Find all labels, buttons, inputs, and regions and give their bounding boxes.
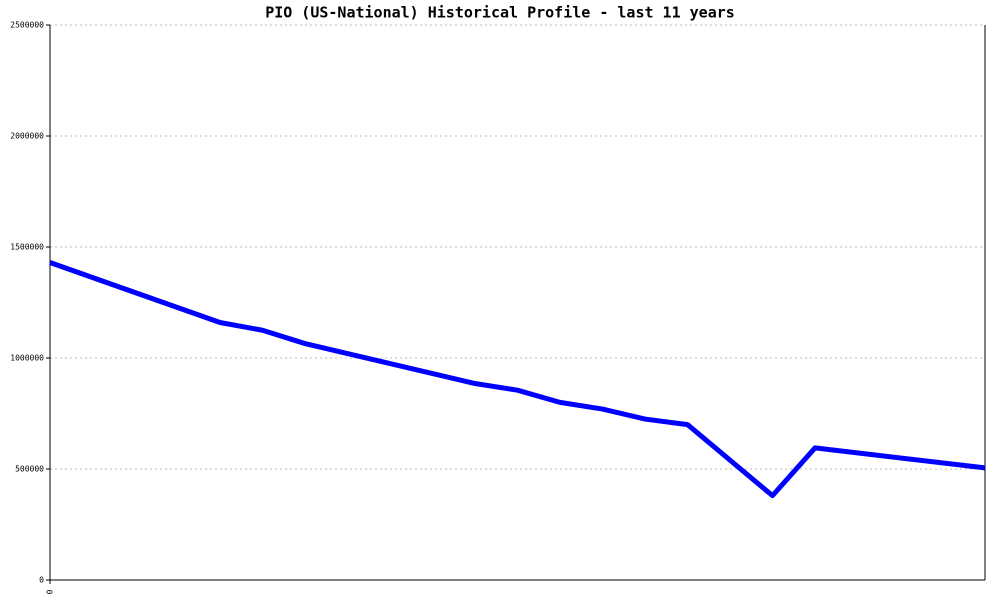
y-tick-label: 0 — [39, 576, 44, 585]
y-tick-label: 2500000 — [10, 21, 44, 30]
line-series — [49, 260, 986, 499]
chart-title: PIO (US-National) Historical Profile - l… — [265, 4, 735, 22]
y-tick-label: 2000000 — [10, 132, 44, 141]
x-tick-label: 0 — [46, 589, 55, 594]
y-tick-label: 1500000 — [10, 243, 44, 252]
y-tick-label: 500000 — [15, 465, 44, 474]
y-tick-label: 1000000 — [10, 354, 44, 363]
